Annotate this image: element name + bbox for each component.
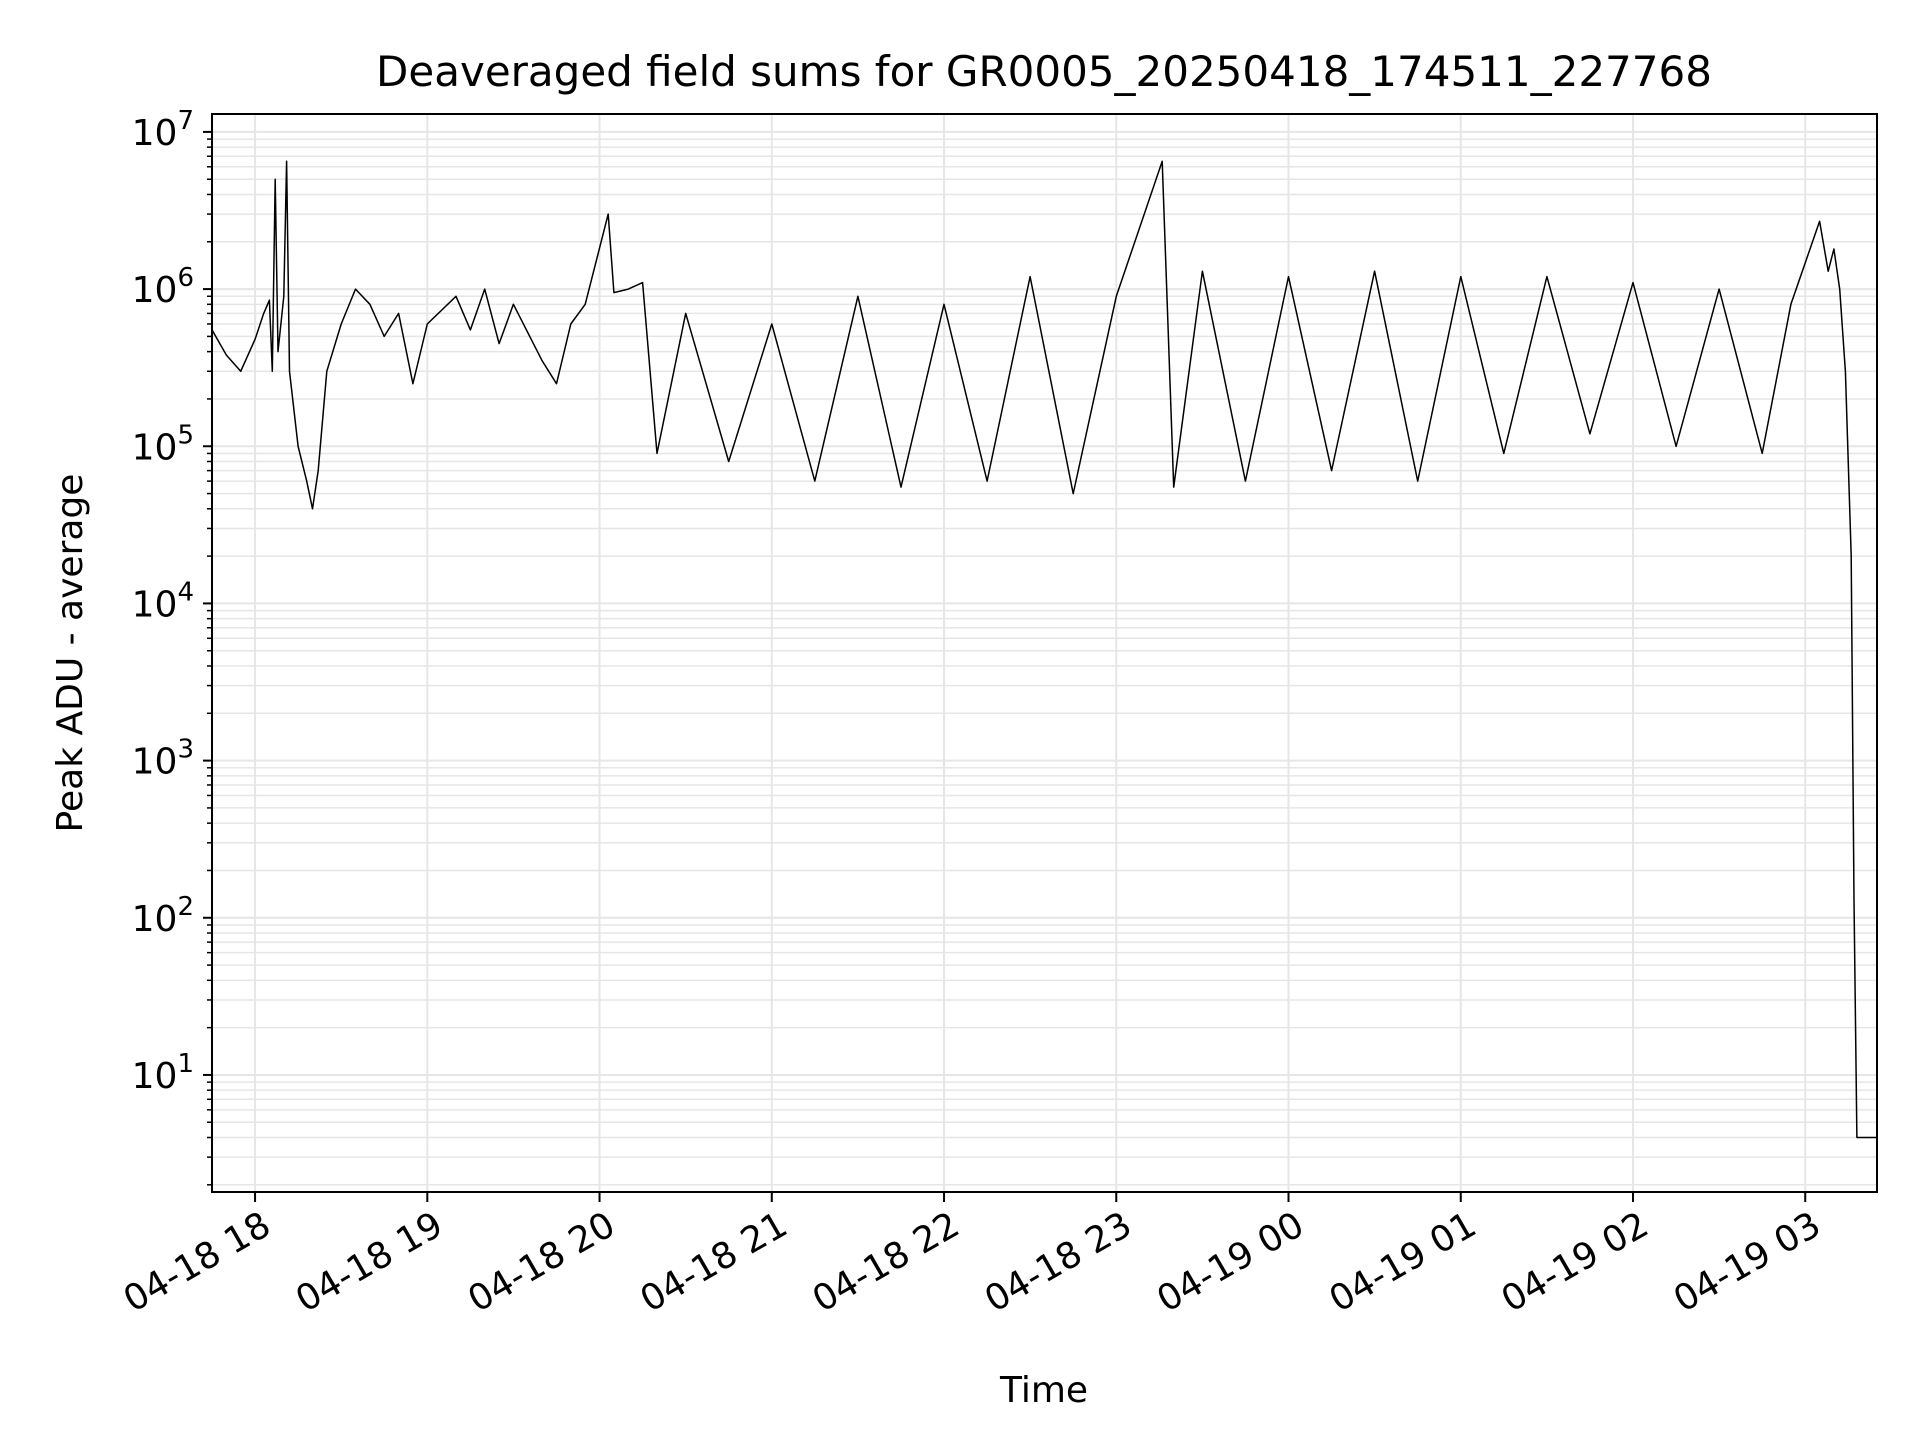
y-axis-label: Peak ADU - average — [50, 474, 91, 833]
y-tick-label: 104 — [132, 577, 194, 625]
series-line — [211, 160, 1877, 1139]
y-tick-label: 106 — [132, 263, 194, 311]
y-tick-label: 101 — [132, 1049, 194, 1097]
x-axis-label: Time — [999, 1370, 1088, 1411]
y-tick-label: 103 — [132, 735, 194, 783]
y-tick-label: 107 — [132, 106, 194, 154]
chart-title: Deaveraged field sums for GR0005_2025041… — [376, 47, 1712, 96]
series-layer — [211, 160, 1877, 1139]
y-tick-label: 105 — [132, 420, 194, 468]
grid — [212, 114, 1877, 1192]
y-axis: 101 102 103 104 105 106 107 — [132, 106, 212, 1186]
plot-frame — [211, 113, 1878, 1193]
y-tick-label: 102 — [132, 892, 194, 940]
